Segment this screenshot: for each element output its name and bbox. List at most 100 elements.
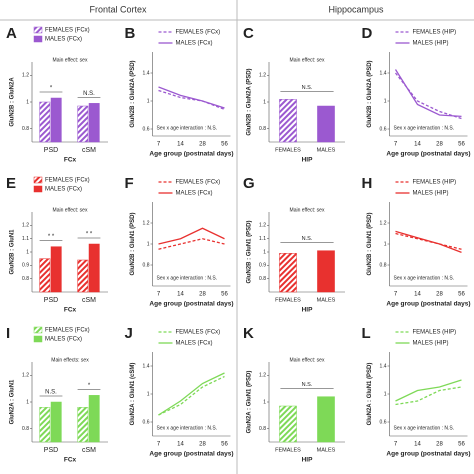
legend-label: FEMALES (FCx) bbox=[45, 178, 90, 184]
x-tick-label: 28 bbox=[199, 142, 206, 148]
line bbox=[158, 238, 225, 250]
bar bbox=[77, 259, 89, 293]
y-axis-label: GluN2B : GluN1 (PSD) bbox=[130, 212, 136, 275]
panel-letter: B bbox=[125, 25, 136, 42]
panel-letter: C bbox=[243, 25, 254, 42]
legend-label: MALES (FCx) bbox=[45, 337, 82, 343]
significance-label: * * bbox=[48, 234, 55, 240]
y-axis-label: GluN2B : GluN2A (PSD) bbox=[130, 60, 136, 127]
y-tick-label: 1.2 bbox=[22, 73, 29, 79]
panel-letter: A bbox=[6, 25, 17, 42]
y-tick-label: 0.6 bbox=[143, 126, 150, 132]
y-tick-label: 1 bbox=[263, 399, 266, 405]
x-tick-label: PSD bbox=[44, 447, 58, 454]
y-tick-label: 1 bbox=[147, 98, 150, 104]
legend-label: FEMALES (HIP) bbox=[413, 30, 457, 36]
y-tick-label: 1.1 bbox=[22, 236, 29, 242]
panel-letter: L bbox=[362, 325, 371, 342]
x-axis-label: Age group (postnatal days) bbox=[386, 301, 470, 308]
x-axis-label: HIP bbox=[302, 157, 314, 164]
significance-label: N.S. bbox=[83, 91, 95, 97]
x-tick-label: 7 bbox=[157, 292, 161, 298]
panel-letter: K bbox=[243, 325, 254, 342]
y-tick-label: 0.9 bbox=[22, 263, 29, 269]
y-tick-label: 1.4 bbox=[380, 363, 387, 369]
line bbox=[158, 89, 225, 111]
x-tick-label: 28 bbox=[436, 142, 443, 148]
y-tick-label: 1.2 bbox=[380, 220, 387, 226]
bar bbox=[77, 407, 89, 443]
y-tick-label: 1.2 bbox=[22, 223, 29, 229]
y-tick-label: 1.2 bbox=[259, 373, 266, 379]
panel-letter: D bbox=[362, 25, 373, 42]
x-tick-label: 56 bbox=[458, 292, 465, 298]
x-axis-label: FCx bbox=[64, 457, 77, 464]
y-tick-label: 1 bbox=[26, 249, 29, 255]
bar bbox=[50, 401, 62, 443]
bar bbox=[50, 246, 62, 293]
bar bbox=[39, 407, 51, 443]
x-tick-label: cSM bbox=[82, 447, 96, 454]
y-axis-label: GluN2A : GluN1 bbox=[10, 379, 16, 424]
significance-label: N.S. bbox=[302, 236, 313, 242]
y-tick-label: 1.2 bbox=[22, 373, 29, 379]
x-axis-label: FCx bbox=[64, 307, 77, 314]
y-tick-label: 0.6 bbox=[380, 126, 387, 132]
y-axis-label: GluN2A : GluN1 (PSD) bbox=[367, 363, 373, 426]
effect-label: Main effect: sex bbox=[290, 357, 325, 363]
annotation: Sex x age interaction : N.S. bbox=[394, 425, 455, 431]
legend-label: MALES (FCx) bbox=[45, 187, 82, 193]
effect-label: Main effect: sex bbox=[290, 57, 325, 63]
significance-label: * bbox=[50, 86, 53, 92]
x-tick-label: FEMALES bbox=[275, 297, 301, 303]
line bbox=[158, 227, 225, 245]
legend-swatch bbox=[33, 185, 43, 193]
panel-letter: J bbox=[125, 325, 133, 342]
x-tick-label: FEMALES bbox=[275, 447, 301, 453]
legend-swatch bbox=[33, 326, 43, 334]
x-tick-label: 14 bbox=[177, 142, 184, 148]
y-tick-label: 1 bbox=[147, 391, 150, 397]
x-axis-label: FCx bbox=[64, 157, 77, 164]
annotation: Sex x age interaction : N.S. bbox=[394, 275, 455, 281]
y-tick-label: 1 bbox=[384, 98, 387, 104]
y-axis-label: GluN2B : GluN1 (PSD) bbox=[367, 212, 373, 275]
bar bbox=[279, 253, 297, 293]
x-tick-label: 7 bbox=[157, 142, 161, 148]
line bbox=[395, 230, 462, 254]
y-tick-label: 1.4 bbox=[143, 363, 150, 369]
annotation: Sex x age interaction : N.S. bbox=[157, 425, 218, 431]
x-tick-label: 56 bbox=[221, 442, 228, 448]
bar bbox=[317, 396, 335, 443]
legend-label: FEMALES (FCx) bbox=[45, 28, 90, 34]
legend-label: MALES (FCx) bbox=[45, 37, 82, 43]
bar bbox=[279, 405, 297, 443]
y-tick-label: 1 bbox=[263, 249, 266, 255]
y-tick-label: 0.8 bbox=[259, 276, 266, 282]
y-tick-label: 0.9 bbox=[259, 263, 266, 269]
legend-label: FEMALES (HIP) bbox=[413, 180, 457, 186]
legend-label: MALES (FCx) bbox=[176, 41, 213, 47]
y-tick-label: 1.2 bbox=[143, 220, 150, 226]
bar bbox=[317, 250, 335, 293]
legend-swatch bbox=[33, 26, 43, 34]
x-tick-label: 28 bbox=[199, 442, 206, 448]
significance-label: * bbox=[88, 383, 91, 389]
y-tick-label: 0.8 bbox=[22, 276, 29, 282]
x-tick-label: FEMALES bbox=[275, 147, 301, 153]
x-tick-label: 56 bbox=[221, 292, 228, 298]
panel-letter: E bbox=[6, 175, 16, 192]
x-tick-label: 28 bbox=[436, 292, 443, 298]
panel-letter: F bbox=[125, 175, 134, 192]
panel-letter: I bbox=[6, 325, 10, 342]
x-axis-label: HIP bbox=[302, 457, 314, 464]
legend-label: FEMALES (FCx) bbox=[176, 30, 221, 36]
x-axis-label: Age group (postnatal days) bbox=[149, 301, 233, 308]
x-tick-label: 7 bbox=[394, 142, 398, 148]
significance-label: N.S. bbox=[45, 390, 57, 396]
x-tick-label: 14 bbox=[177, 442, 184, 448]
x-tick-label: 28 bbox=[436, 442, 443, 448]
x-axis-label: Age group (postnatal days) bbox=[386, 451, 470, 458]
y-tick-label: 1 bbox=[147, 241, 150, 247]
significance-label: N.S. bbox=[302, 382, 313, 388]
